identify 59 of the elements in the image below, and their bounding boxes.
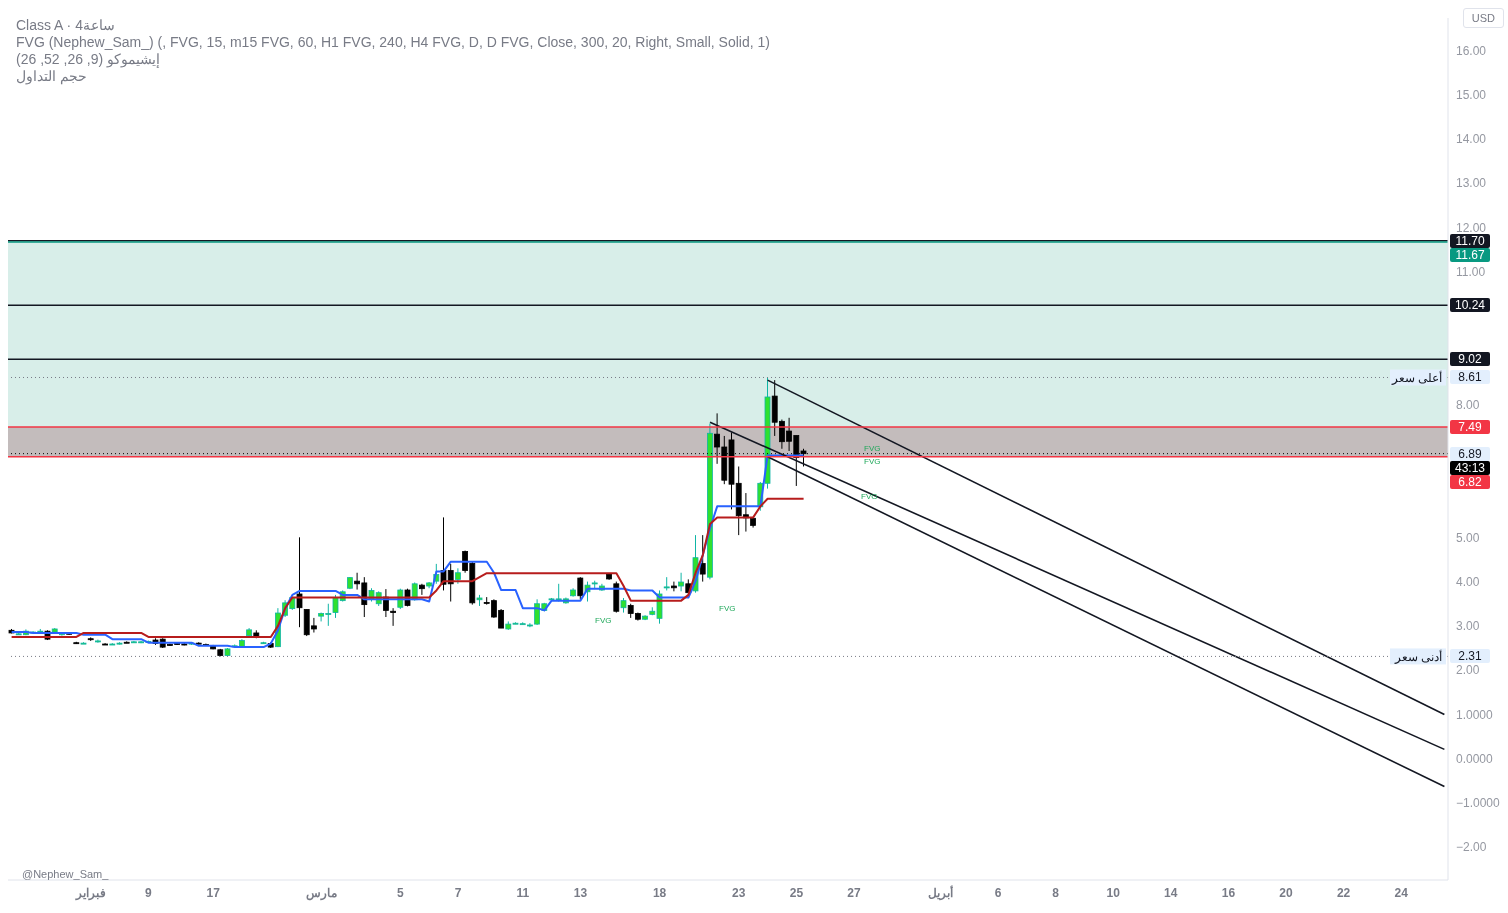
ref-line-label: أدنى سعر	[1393, 649, 1442, 665]
y-tick-label: 4.00	[1456, 574, 1480, 589]
annotation: FVG	[861, 492, 878, 501]
y-tick-label: 14.00	[1456, 132, 1487, 147]
x-tick-label: 14	[1164, 885, 1178, 900]
x-tick-label: 27	[847, 885, 861, 900]
x-tick-label: 5	[397, 885, 405, 900]
y-tick-label: 1.0000	[1456, 707, 1494, 722]
chart-title: Class A · 4ساعة	[16, 17, 116, 34]
y-tick-label: 5.00	[1456, 530, 1480, 545]
x-tick-label: 18	[652, 885, 667, 900]
annotation: FVG	[595, 616, 612, 625]
y-tick-label: 16.00	[1456, 43, 1487, 58]
ref-line-label: أعلى سعر	[1390, 370, 1442, 386]
annotation: FVG	[864, 457, 881, 466]
x-tick-label: 8	[1052, 885, 1060, 900]
x-tick-label: 22	[1336, 885, 1351, 900]
x-tick-label: 10	[1106, 885, 1121, 900]
text: 43:13	[1450, 460, 1490, 475]
annotation: FVG	[864, 444, 881, 453]
y-tick-label: −1.0000	[1456, 796, 1501, 811]
x-tick-label: أبريل	[927, 884, 953, 901]
annotation: حجم التداول	[16, 68, 88, 85]
x-tick-label: 23	[732, 885, 746, 900]
x-tick-label: 20	[1279, 885, 1293, 900]
x-tick-label: 16	[1221, 885, 1236, 900]
x-tick-label: 6	[994, 885, 1002, 900]
y-tick-label: −2.00	[1456, 840, 1487, 855]
x-tick-label: 24	[1394, 885, 1409, 900]
x-tick-label: 11	[516, 885, 530, 900]
x-tick-label: مارس	[305, 885, 337, 901]
annotation: إيشيموكو (9, 26, 52, 26)	[16, 51, 162, 68]
annotation: 11.70	[1450, 233, 1490, 248]
x-tick-label: 9	[145, 885, 153, 900]
annotation: 2.31	[1450, 649, 1490, 664]
text: FVG (Nephew_Sam_) (, FVG, 15, m15 FVG, 60, H1 FVG, 240, H4 FVG, D, D FVG, Close, 300, 20, Right, Small, Solid, 1)	[16, 34, 770, 51]
y-tick-label: 8.00	[1456, 397, 1480, 412]
x-tick-label: 17	[206, 885, 221, 900]
annotation: 8.61	[1450, 370, 1490, 385]
text: 11.67	[1450, 247, 1490, 262]
annotation: FVG	[719, 604, 736, 613]
y-tick-label: 13.00	[1456, 176, 1487, 191]
x-tick-label: فبراير	[74, 885, 106, 901]
annotation: 7.49	[1450, 420, 1490, 435]
annotation: 6.89	[1450, 446, 1490, 461]
y-tick-label: 12.00	[1456, 220, 1487, 235]
x-tick-label: 25	[789, 885, 804, 900]
y-tick-label: 2.00	[1456, 663, 1480, 678]
y-tick-label: 3.00	[1456, 619, 1480, 634]
y-tick-label: 0.0000	[1456, 751, 1494, 766]
y-tick-label: 15.00	[1456, 87, 1487, 102]
annotation: 10.24	[1450, 298, 1490, 313]
text: 6.82	[1450, 474, 1490, 489]
annotation: 9.02	[1450, 352, 1490, 367]
annotation: @Nephew_Sam_	[22, 868, 109, 880]
x-tick-label: 13	[573, 885, 588, 900]
y-tick-label: 11.00	[1456, 264, 1486, 279]
text: USD	[1462, 8, 1504, 28]
x-tick-label: 7	[454, 885, 462, 900]
